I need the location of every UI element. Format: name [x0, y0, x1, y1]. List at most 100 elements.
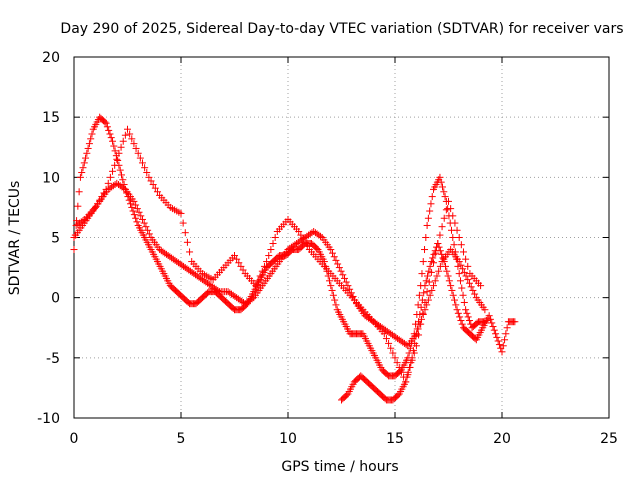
- data-point: [98, 193, 106, 201]
- data-point: [181, 229, 189, 237]
- data-point: [458, 284, 466, 292]
- data-point: [467, 283, 475, 291]
- data-point: [340, 274, 348, 282]
- y-tick-label: -5: [46, 351, 60, 367]
- data-point: [406, 363, 414, 371]
- data-point: [301, 238, 309, 246]
- data-point: [396, 367, 404, 375]
- data-point: [339, 271, 347, 279]
- data-point: [422, 277, 430, 285]
- data-point: [436, 231, 444, 239]
- data-point: [130, 197, 138, 205]
- data-point: [413, 325, 421, 333]
- data-point: [452, 301, 460, 309]
- y-tick-label: -10: [37, 411, 60, 427]
- data-point: [422, 234, 430, 241]
- data-point: [457, 261, 465, 269]
- data-point: [118, 171, 126, 179]
- data-point: [481, 306, 489, 314]
- data-point: [141, 164, 149, 172]
- data-point: [488, 319, 496, 327]
- data-point: [380, 330, 388, 338]
- data-point: [334, 260, 342, 268]
- data-point: [87, 135, 95, 143]
- data-point: [419, 309, 427, 317]
- data-point: [437, 178, 445, 186]
- data-point: [420, 289, 428, 297]
- data-point: [327, 282, 335, 290]
- data-point: [143, 169, 151, 177]
- data-point: [343, 391, 351, 399]
- data-point: [421, 282, 429, 290]
- data-point: [106, 130, 114, 138]
- data-point: [133, 205, 141, 213]
- data-point: [469, 286, 477, 294]
- data-point: [417, 303, 425, 311]
- data-point: [387, 344, 395, 352]
- data-point: [445, 277, 453, 285]
- data-point: [465, 317, 473, 325]
- x-tick-label: 15: [386, 431, 404, 447]
- data-point: [349, 292, 357, 300]
- data-point: [450, 241, 458, 249]
- data-point: [102, 119, 110, 127]
- data-points: [70, 113, 519, 404]
- data-point: [179, 219, 187, 227]
- data-point: [451, 219, 459, 227]
- data-point: [426, 207, 434, 215]
- data-point: [103, 123, 111, 131]
- data-point: [438, 223, 446, 231]
- x-tick-label: 5: [177, 431, 186, 447]
- y-tick-label: 20: [42, 50, 60, 66]
- data-point: [434, 240, 442, 248]
- data-point: [415, 291, 423, 299]
- data-point: [394, 391, 402, 399]
- data-point: [464, 262, 472, 270]
- data-point: [256, 272, 264, 280]
- data-point: [424, 214, 432, 222]
- data-point: [335, 264, 343, 272]
- data-point: [459, 291, 467, 299]
- x-axis-label: GPS time / hours: [281, 459, 398, 475]
- data-point: [100, 189, 108, 197]
- data-point: [431, 277, 439, 285]
- data-point: [447, 282, 455, 290]
- data-point: [267, 246, 275, 254]
- data-point: [455, 258, 463, 266]
- y-tick-label: 0: [51, 291, 60, 307]
- data-point: [79, 217, 87, 225]
- data-point: [132, 201, 140, 209]
- data-point: [428, 286, 436, 294]
- data-point: [439, 183, 447, 191]
- data-point: [444, 272, 452, 280]
- data-point: [395, 363, 403, 371]
- data-point: [254, 277, 262, 285]
- data-point: [142, 223, 150, 231]
- data-point: [455, 234, 463, 241]
- data-point: [149, 181, 157, 189]
- data-point: [421, 246, 429, 254]
- data-point: [329, 249, 337, 257]
- data-point: [448, 286, 456, 294]
- data-point: [426, 291, 434, 299]
- data-point: [397, 368, 405, 376]
- data-point: [331, 296, 339, 304]
- data-point: [117, 143, 125, 151]
- data-point: [464, 276, 472, 284]
- data-point: [424, 272, 432, 280]
- data-point: [459, 248, 467, 256]
- data-point: [449, 291, 457, 299]
- data-point: [75, 188, 83, 196]
- data-point: [114, 156, 122, 164]
- data-point: [344, 282, 352, 290]
- data-point: [140, 219, 148, 227]
- data-point: [303, 242, 311, 250]
- data-point: [438, 250, 446, 258]
- data-point: [260, 262, 268, 270]
- x-tick-label: 10: [279, 431, 297, 447]
- data-point: [265, 252, 273, 260]
- data-point: [104, 179, 112, 187]
- data-point: [85, 140, 93, 148]
- data-point: [252, 282, 260, 290]
- data-point: [233, 255, 241, 263]
